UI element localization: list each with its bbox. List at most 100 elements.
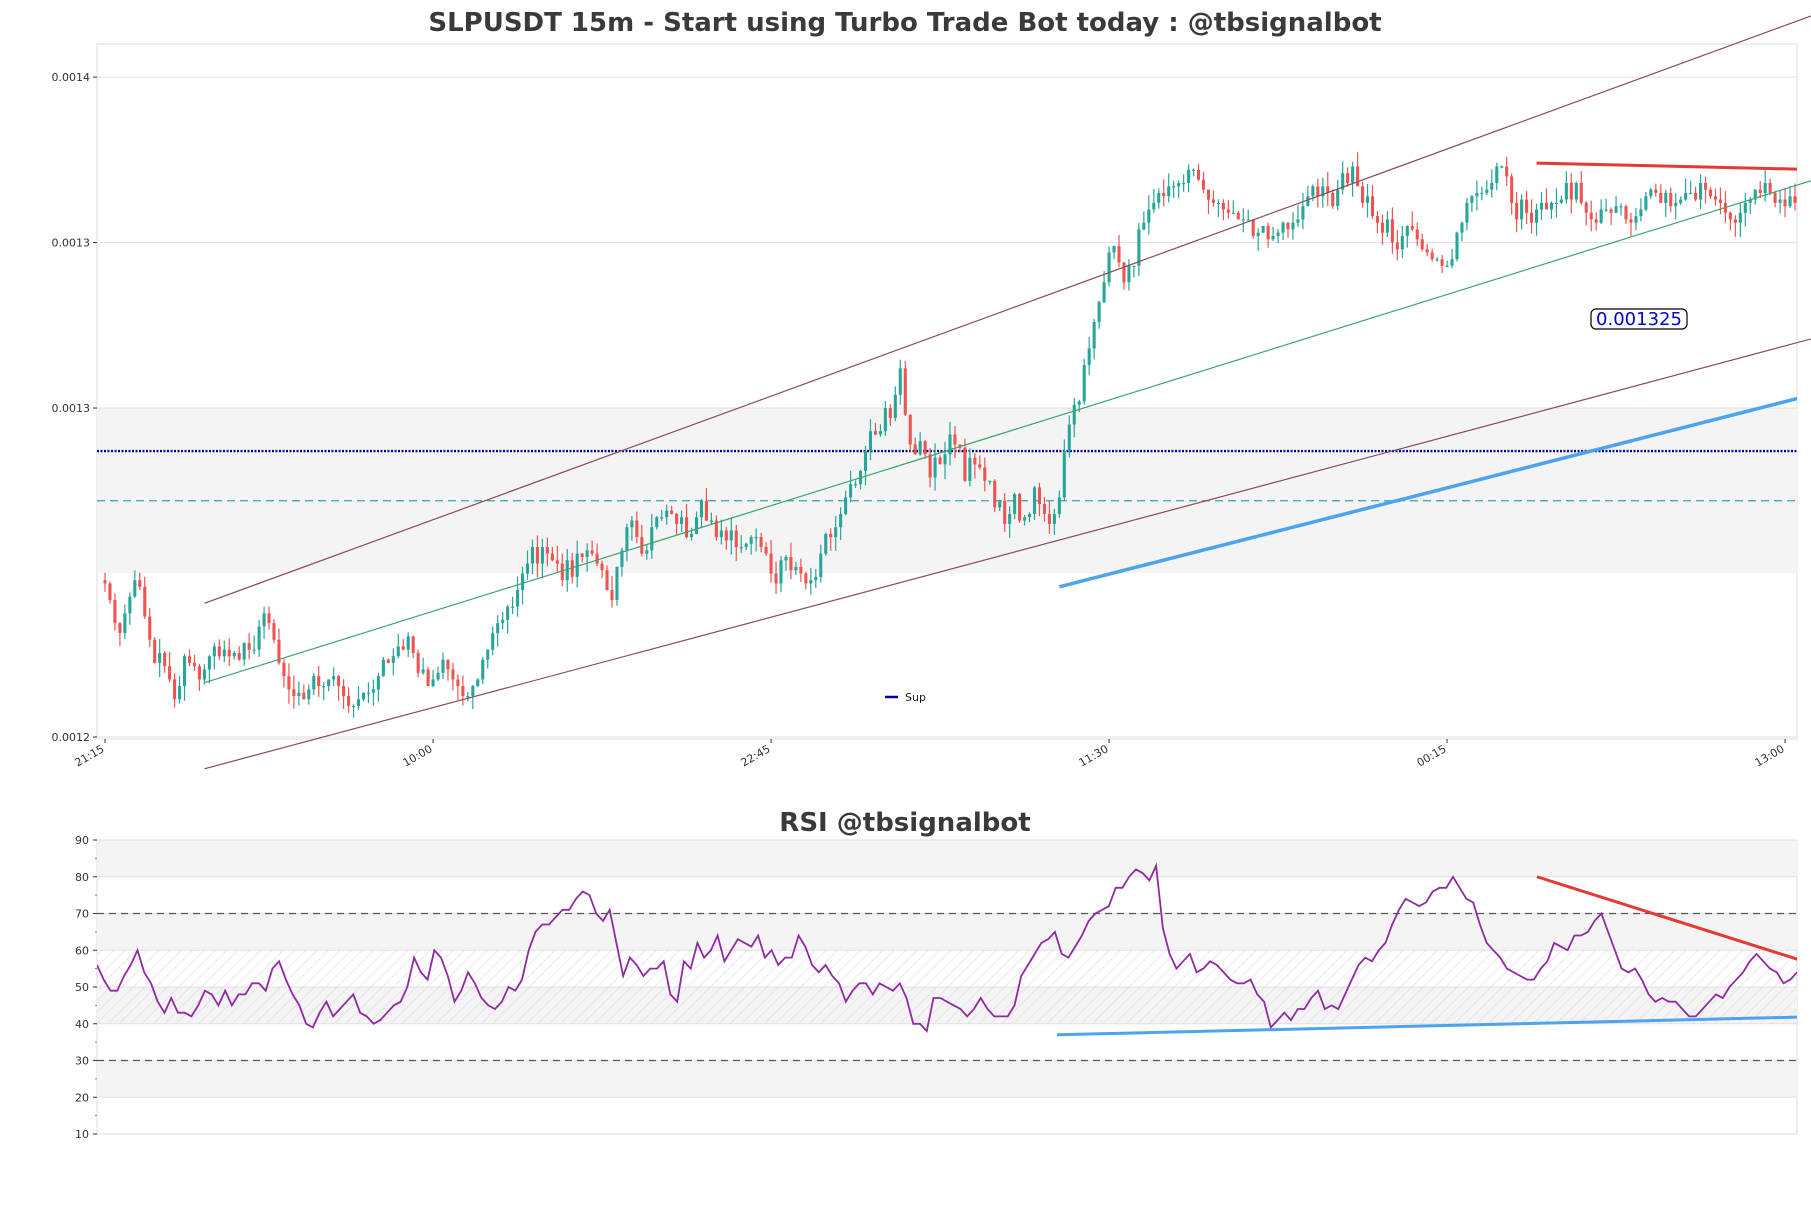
candle-body: [1162, 192, 1166, 197]
candle-body: [575, 553, 579, 577]
candle-body: [1097, 302, 1101, 322]
candle-body: [1520, 199, 1524, 220]
candle-body: [560, 563, 564, 581]
candle-body: [1604, 209, 1608, 211]
price-label-background: [1590, 308, 1688, 330]
candle-body: [1405, 226, 1409, 236]
rsi-y-tick-label-3: 60: [75, 944, 89, 957]
candle-body: [933, 457, 937, 478]
candle-body: [918, 441, 922, 455]
candle-body: [1365, 196, 1370, 203]
candle-body: [1102, 282, 1106, 303]
candle-body: [1674, 202, 1678, 207]
candle-body: [913, 444, 917, 455]
candle-body: [312, 676, 316, 690]
candle-body: [277, 639, 281, 663]
candle-body: [1475, 192, 1479, 197]
price-uptrend-line: [1058, 396, 1797, 589]
candle-body: [873, 431, 877, 435]
candle-body: [1226, 209, 1230, 213]
rsi-uptrend-line: [1056, 1015, 1797, 1037]
candle-body: [685, 517, 689, 538]
candle-body: [714, 520, 718, 538]
candle-body: [978, 464, 982, 468]
candle-body: [1321, 186, 1325, 197]
candle-body: [878, 431, 882, 435]
candle-body: [1008, 513, 1012, 524]
candle-body: [868, 431, 873, 452]
candle-body: [1370, 196, 1375, 217]
candle-body: [267, 613, 271, 624]
rsi-line: [97, 862, 1797, 1033]
candle-body: [1182, 183, 1186, 185]
candle-body: [1703, 183, 1708, 190]
price-label-text: 0.001325: [1596, 309, 1682, 330]
candle-body: [138, 580, 142, 587]
candle-body: [794, 566, 798, 571]
candle-body: [784, 556, 788, 561]
candle-body: [227, 649, 231, 657]
legend-sup-label: Sup: [905, 691, 926, 704]
price-plot-frame: [96, 43, 1798, 740]
price-y-tick-label-2: 0.0013: [52, 402, 91, 415]
rsi-band-1: [97, 913, 1797, 951]
candle-body: [1042, 504, 1046, 514]
price-trend-lines: [1058, 161, 1797, 589]
candle-body: [242, 643, 246, 660]
candle-body: [118, 623, 122, 634]
candle-body: [272, 623, 276, 640]
candle-body: [1356, 166, 1360, 187]
candle-body: [1778, 199, 1782, 203]
candle-body: [486, 649, 490, 660]
candle-body: [143, 586, 147, 617]
candle-body: [1564, 183, 1568, 200]
candle-body: [1351, 166, 1355, 183]
price-x-tick-label-3: 11:30: [1077, 742, 1111, 769]
candle-body: [1400, 235, 1404, 250]
candle-body: [754, 537, 758, 539]
candle-body: [1733, 219, 1737, 223]
candle-body: [1465, 202, 1469, 223]
candle-body: [133, 580, 137, 597]
candle-body: [898, 368, 902, 395]
candle-body: [883, 408, 887, 432]
candle-body: [1023, 517, 1027, 521]
candle-body: [1316, 186, 1320, 197]
candle-body: [854, 484, 858, 486]
candle-body: [719, 530, 723, 538]
candle-body: [476, 679, 480, 687]
candle-body: [938, 457, 942, 465]
candle-body: [1748, 199, 1752, 203]
candle-body: [1157, 192, 1161, 203]
candle-body: [1206, 189, 1211, 200]
candle-body: [401, 646, 405, 650]
candle-body: [1599, 209, 1603, 223]
rsi-band-3: [97, 1060, 1797, 1098]
candle-body: [1067, 424, 1071, 452]
candle-body: [1694, 192, 1698, 200]
candle-body: [1559, 199, 1563, 203]
candle-body: [1346, 173, 1350, 183]
candle-body: [1341, 173, 1345, 190]
candle-body: [839, 513, 843, 528]
candle-body: [1639, 209, 1643, 217]
candle-body: [262, 613, 266, 627]
candle-body: [163, 652, 167, 667]
candle-body: [1087, 348, 1091, 366]
candle-body: [1127, 265, 1131, 283]
candle-body: [1251, 219, 1255, 236]
candle-body: [1549, 202, 1553, 210]
candle-body: [317, 676, 321, 687]
candle-body: [1266, 226, 1270, 240]
candle-body: [779, 560, 783, 584]
candle-body: [1276, 232, 1280, 236]
candle-body: [1743, 202, 1747, 213]
candle-body: [347, 695, 351, 706]
candle-body: [804, 573, 808, 584]
candle-body: [1783, 199, 1787, 207]
candle-body: [1495, 166, 1499, 183]
candle-body: [1644, 196, 1648, 210]
candle-body: [1530, 212, 1534, 223]
price-x-axis: 21:15 10:00 22:45 11:30 00:15 13:00: [73, 739, 1787, 769]
rsi-level-lines: [97, 912, 1797, 1062]
